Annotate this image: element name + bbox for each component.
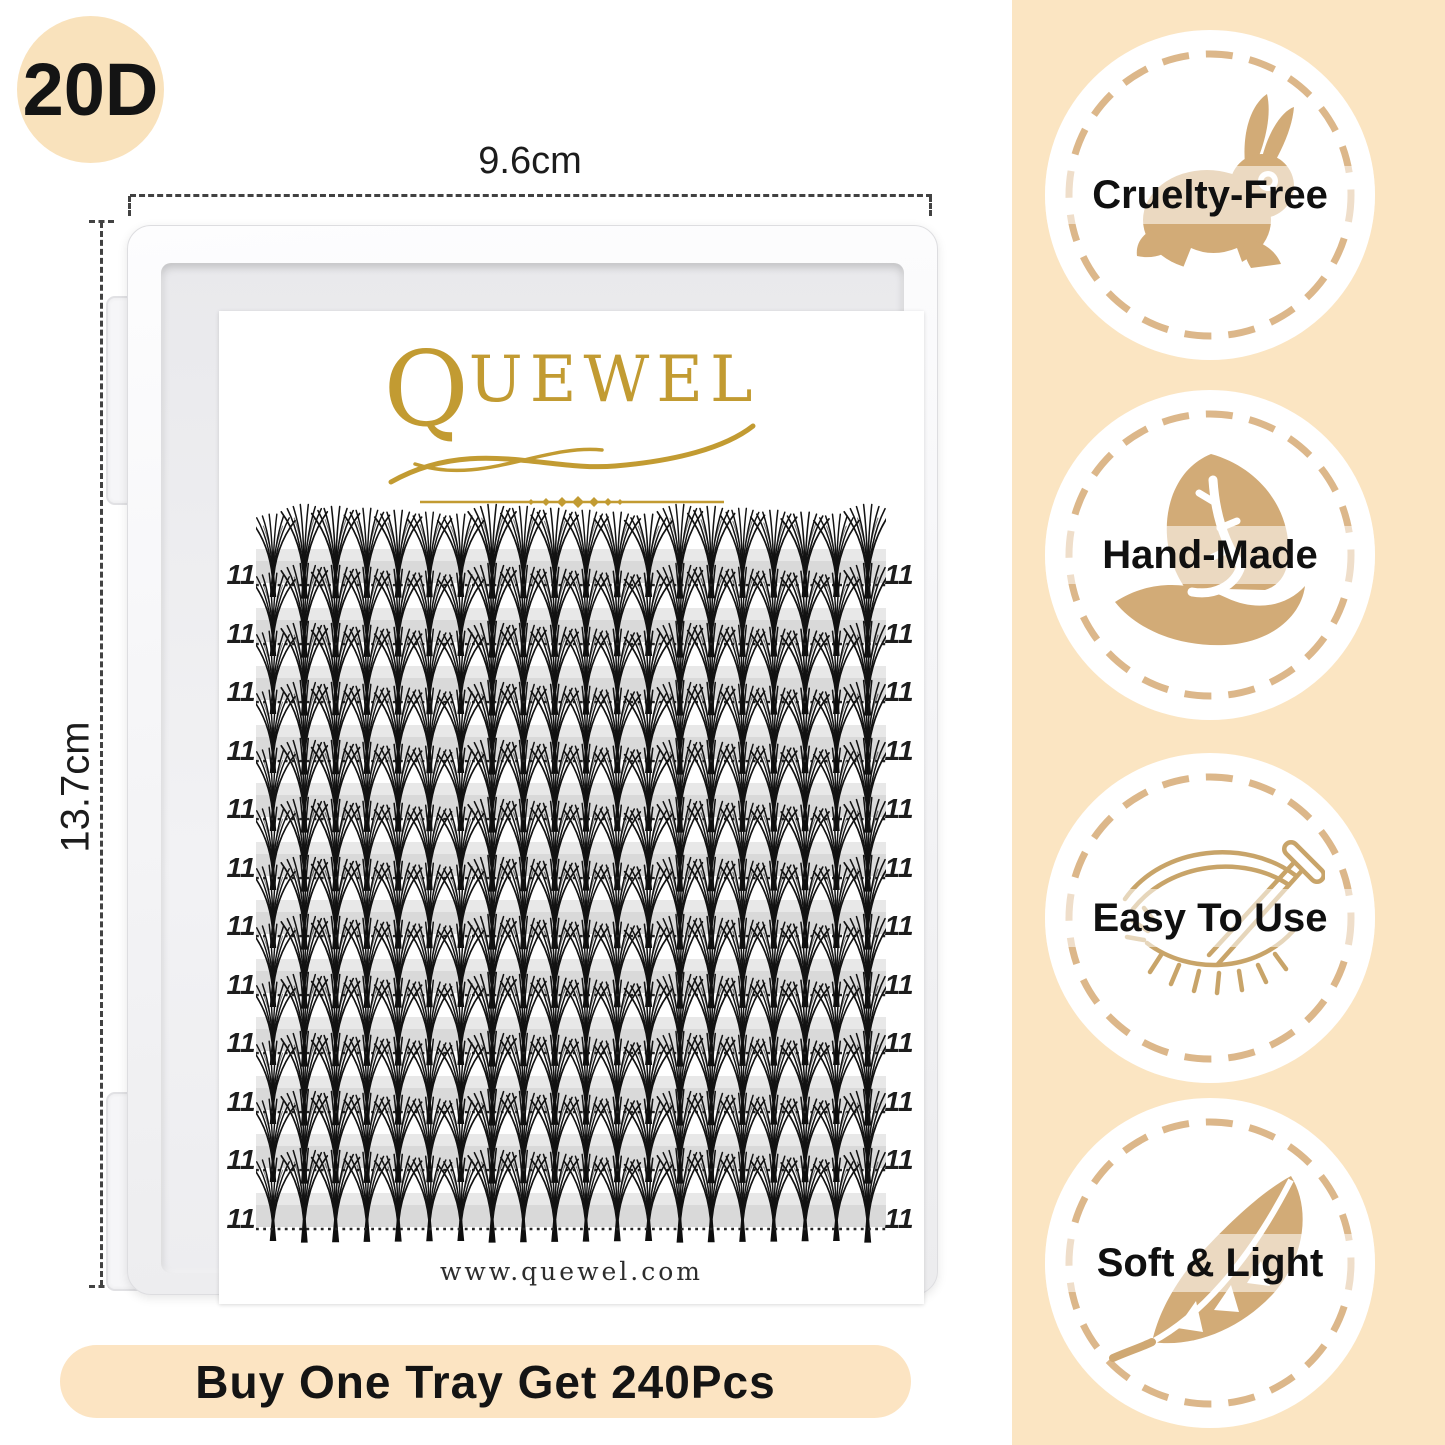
brand-logo: Q UEWEL — [219, 328, 924, 512]
height-dimension-tick-top — [89, 220, 114, 223]
density-badge: 20D — [17, 16, 164, 163]
brand-rest: UEWEL — [468, 343, 760, 417]
row-length-label-right: 11 — [884, 793, 914, 824]
density-label: 20D — [22, 48, 159, 131]
row-length-label-left: 11 — [226, 1027, 256, 1058]
row-length-label-left: 11 — [226, 793, 256, 824]
row-length-label-right: 11 — [884, 734, 914, 766]
lash-strip — [250, 737, 893, 833]
brand-name: Q UEWEL — [383, 328, 760, 450]
promo-text: Buy One Tray Get 240Pcs — [195, 1355, 776, 1408]
tray-opening: Q UEWEL 11 11 11 11 11 11 11 11 11 11 11 11 11 11 11 11… — [161, 263, 924, 1304]
height-dimension-label: 13.7cm — [53, 721, 98, 853]
row-length-label-right: 11 — [884, 851, 914, 883]
row-length-label-right: 11 — [884, 1144, 914, 1175]
row-length-label-left: 11 — [226, 851, 256, 883]
row-length-label-left: 11 — [226, 559, 256, 590]
row-length-label-left: 11 — [226, 617, 256, 649]
width-dimension-tick-left — [128, 196, 131, 216]
feature-badge-soft-light: Soft & Light — [1045, 1098, 1375, 1428]
label-band — [1045, 889, 1375, 947]
lash-tray: Q UEWEL 11 11 11 11 11 11 11 11 11 11 11 11 11 11 11 11… — [127, 225, 938, 1304]
feature-label: Soft & Light — [1096, 1241, 1324, 1285]
row-length-label-left: 11 — [226, 1144, 256, 1175]
brand-initial: Q — [383, 328, 469, 450]
logo-swoosh-icon — [388, 423, 755, 485]
row-length-label-right: 11 — [884, 968, 914, 1000]
row-length-label-right: 11 — [884, 559, 914, 590]
lash-row — [250, 1143, 893, 1245]
row-length-label-left: 11 — [226, 910, 256, 941]
feature-label: Cruelty-Free — [1092, 173, 1328, 217]
row-length-label-right: 11 — [884, 1202, 914, 1234]
website-url: www.quewel.com — [440, 1257, 703, 1286]
feature-badge-cruelty-free: Cruelty-Free — [1045, 30, 1375, 360]
label-band — [1045, 1234, 1375, 1292]
row-length-label-left: 11 — [226, 734, 256, 766]
row-length-label-right: 11 — [884, 1085, 914, 1117]
row-length-label-right: 11 — [884, 1027, 914, 1058]
row-length-label-left: 11 — [226, 1202, 256, 1234]
label-band — [1045, 166, 1375, 224]
row-length-label-right: 11 — [884, 617, 914, 649]
feature-label: Hand-Made — [1102, 533, 1318, 577]
height-dimension-tick-bottom — [89, 1285, 114, 1288]
feature-badge-hand-made: Hand-Made — [1045, 390, 1375, 720]
label-band — [1045, 526, 1375, 584]
lash-row — [250, 733, 893, 835]
row-length-label-right: 11 — [884, 910, 914, 941]
lash-strip — [250, 1147, 893, 1243]
width-dimension-line — [130, 194, 932, 197]
row-length-label-left: 11 — [226, 968, 256, 1000]
width-dimension-tick-right — [929, 196, 932, 216]
feature-badge-easy-to-use: Easy To Use — [1045, 753, 1375, 1083]
feature-label: Easy To Use — [1092, 896, 1328, 940]
tray-paper-insert: Q UEWEL 11 11 11 11 11 11 11 11 11 11 11 11 11 11 11 11… — [219, 311, 924, 1304]
promo-banner: Buy One Tray Get 240Pcs — [60, 1345, 911, 1418]
width-dimension-label: 9.6cm — [478, 140, 582, 182]
row-length-label-right: 11 — [884, 676, 914, 707]
logo-divider-icon — [419, 496, 724, 509]
row-length-label-left: 11 — [226, 676, 256, 707]
row-length-label-left: 11 — [226, 1085, 256, 1117]
height-dimension-line — [100, 222, 103, 1286]
lash-rows: 11 11 11 11 11 11 11 11 11 11 11 11 11 11 11 11 11 11 11 11… — [219, 311, 924, 1304]
